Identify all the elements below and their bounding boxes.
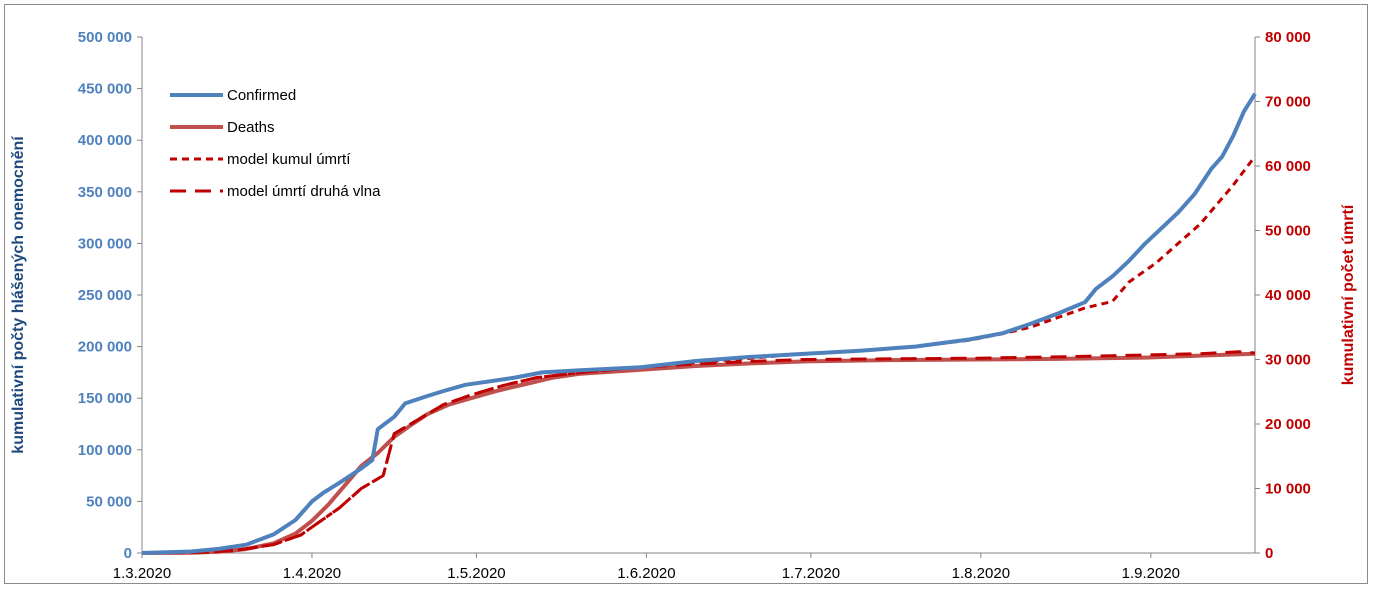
y-tick-right-label: 20 000: [1265, 416, 1311, 433]
y-tick-left-label: 450 000: [78, 81, 132, 98]
y-tick-right-label: 70 000: [1265, 94, 1311, 111]
series-line-1: [141, 155, 1257, 555]
x-tick-label: 1.8.2020: [952, 565, 1010, 582]
chart-frame: 0 50 000 100 000 150 000 200 000 250 000 300 0…: [4, 4, 1368, 584]
x-tick-label: 1.5.2020: [447, 565, 505, 582]
y-tick-left-label: 0: [124, 545, 132, 562]
legend-label-1: Deaths: [227, 119, 275, 136]
y-tick-left-label: 300 000: [78, 235, 132, 252]
legend: Confirmed Deaths model kumul úmrtí model úm…: [170, 87, 381, 200]
y-tick-right-label: 0: [1265, 545, 1273, 562]
y-tick-left-label: 500 000: [78, 29, 132, 46]
legend-label-0: Confirmed: [227, 87, 296, 104]
y-tick-right-label: 30 000: [1265, 352, 1311, 369]
y-tick-left-label: 250 000: [78, 287, 132, 304]
y-tick-right-label: 60 000: [1265, 158, 1311, 175]
y-tick-right-label: 50 000: [1265, 223, 1311, 240]
chart-svg: 0 50 000 100 000 150 000 200 000 250 000 300 0…: [10, 29, 1357, 582]
y-tick-right-label: 10 000: [1265, 481, 1311, 498]
legend-label-2: model kumul úmrtí: [227, 151, 351, 168]
legend-label-3: model úmrtí druhá vlna: [227, 183, 381, 200]
series-line-2: [141, 350, 1256, 555]
x-tick-label: 1.7.2020: [782, 565, 840, 582]
y-axis-label-right: kumulativní počet úmrtí: [1340, 204, 1357, 385]
y-tick-left-label: 350 000: [78, 184, 132, 201]
y-tick-left-label: 150 000: [78, 390, 132, 407]
y-tick-left-label: 50 000: [86, 493, 132, 510]
x-tick-label: 1.6.2020: [617, 565, 675, 582]
x-tick-label: 1.9.2020: [1122, 565, 1180, 582]
y-tick-right-label: 40 000: [1265, 287, 1311, 304]
y-axis-label-left: kumulativní počty hlášených onemocnění: [10, 136, 27, 454]
x-tick-label: 1.3.2020: [113, 565, 171, 582]
series-lines: [141, 92, 1257, 555]
x-tick-label: 1.4.2020: [283, 565, 341, 582]
y-tick-left-label: 200 000: [78, 339, 132, 356]
series-line-0: [141, 351, 1256, 555]
series-line-3: [141, 92, 1257, 555]
y-tick-right-label: 80 000: [1265, 29, 1311, 46]
tick-labels: 0 50 000 100 000 150 000 200 000 250 000 300 0…: [78, 29, 1311, 582]
axes: [137, 36, 1260, 558]
y-tick-left-label: 400 000: [78, 132, 132, 149]
y-tick-left-label: 100 000: [78, 442, 132, 459]
